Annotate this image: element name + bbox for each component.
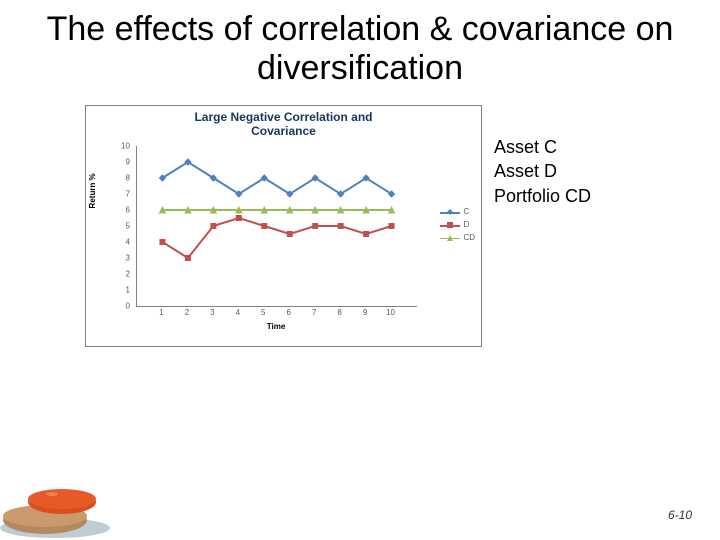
series-line-C bbox=[162, 162, 391, 194]
y-tick: 10 bbox=[121, 142, 130, 151]
legend-item-C: C bbox=[440, 206, 475, 219]
y-tick: 4 bbox=[126, 238, 130, 247]
series-marker-D bbox=[389, 224, 394, 229]
decor-stones bbox=[0, 450, 150, 540]
x-tick: 6 bbox=[286, 308, 290, 317]
legend-item-CD: CD bbox=[440, 232, 475, 245]
page-number: 6-10 bbox=[668, 508, 692, 522]
chart-title-line1: Large Negative Correlation and bbox=[194, 110, 372, 124]
legend-item-D: D bbox=[440, 219, 475, 232]
series-marker-D bbox=[313, 224, 318, 229]
x-tick: 3 bbox=[210, 308, 214, 317]
x-tick: 10 bbox=[386, 308, 395, 317]
x-tick: 8 bbox=[337, 308, 341, 317]
content-row: Large Negative Correlation and Covarianc… bbox=[85, 105, 655, 347]
correlation-chart: Large Negative Correlation and Covarianc… bbox=[85, 105, 482, 347]
y-axis-ticks: 012345678910 bbox=[86, 146, 134, 306]
y-tick: 1 bbox=[126, 286, 130, 295]
legend-label: D bbox=[463, 219, 469, 232]
series-marker-D bbox=[160, 240, 165, 245]
side-label-cd: Portfolio CD bbox=[494, 184, 591, 208]
chart-legend: CDCD bbox=[440, 206, 475, 244]
series-marker-D bbox=[211, 224, 216, 229]
legend-swatch bbox=[440, 234, 460, 242]
x-tick: 4 bbox=[236, 308, 240, 317]
chart-title-line2: Covariance bbox=[251, 124, 316, 138]
series-marker-D bbox=[338, 224, 343, 229]
y-tick: 6 bbox=[126, 206, 130, 215]
y-tick: 3 bbox=[126, 254, 130, 263]
side-labels: Asset C Asset D Portfolio CD bbox=[494, 135, 591, 208]
x-tick: 9 bbox=[363, 308, 367, 317]
y-tick: 8 bbox=[126, 174, 130, 183]
legend-label: C bbox=[463, 206, 469, 219]
series-marker-D bbox=[287, 232, 292, 237]
chart-title: Large Negative Correlation and Covarianc… bbox=[86, 110, 481, 139]
x-tick: 5 bbox=[261, 308, 265, 317]
x-axis-label: Time bbox=[136, 322, 416, 331]
y-tick: 7 bbox=[126, 190, 130, 199]
x-tick: 2 bbox=[185, 308, 189, 317]
side-label-d: Asset D bbox=[494, 159, 591, 183]
y-tick: 2 bbox=[126, 270, 130, 279]
x-tick: 7 bbox=[312, 308, 316, 317]
series-line-D bbox=[162, 218, 391, 258]
chart-svg bbox=[137, 146, 417, 306]
series-marker-D bbox=[236, 216, 241, 221]
page-title: The effects of correlation & covariance … bbox=[0, 10, 720, 88]
y-tick: 5 bbox=[126, 222, 130, 231]
series-marker-D bbox=[262, 224, 267, 229]
y-tick: 9 bbox=[126, 158, 130, 167]
x-axis-ticks: 1 2 3 4 5 6 7 8 9 10 bbox=[136, 308, 416, 320]
legend-swatch bbox=[440, 208, 460, 216]
y-tick: 0 bbox=[126, 302, 130, 311]
y-axis-label: Return % bbox=[88, 173, 97, 208]
side-label-c: Asset C bbox=[494, 135, 591, 159]
x-tick: 1 bbox=[159, 308, 163, 317]
series-marker-D bbox=[185, 256, 190, 261]
slide: The effects of correlation & covariance … bbox=[0, 0, 720, 540]
legend-swatch bbox=[440, 221, 460, 229]
plot-area bbox=[136, 146, 417, 307]
legend-label: CD bbox=[463, 232, 475, 245]
series-marker-D bbox=[364, 232, 369, 237]
